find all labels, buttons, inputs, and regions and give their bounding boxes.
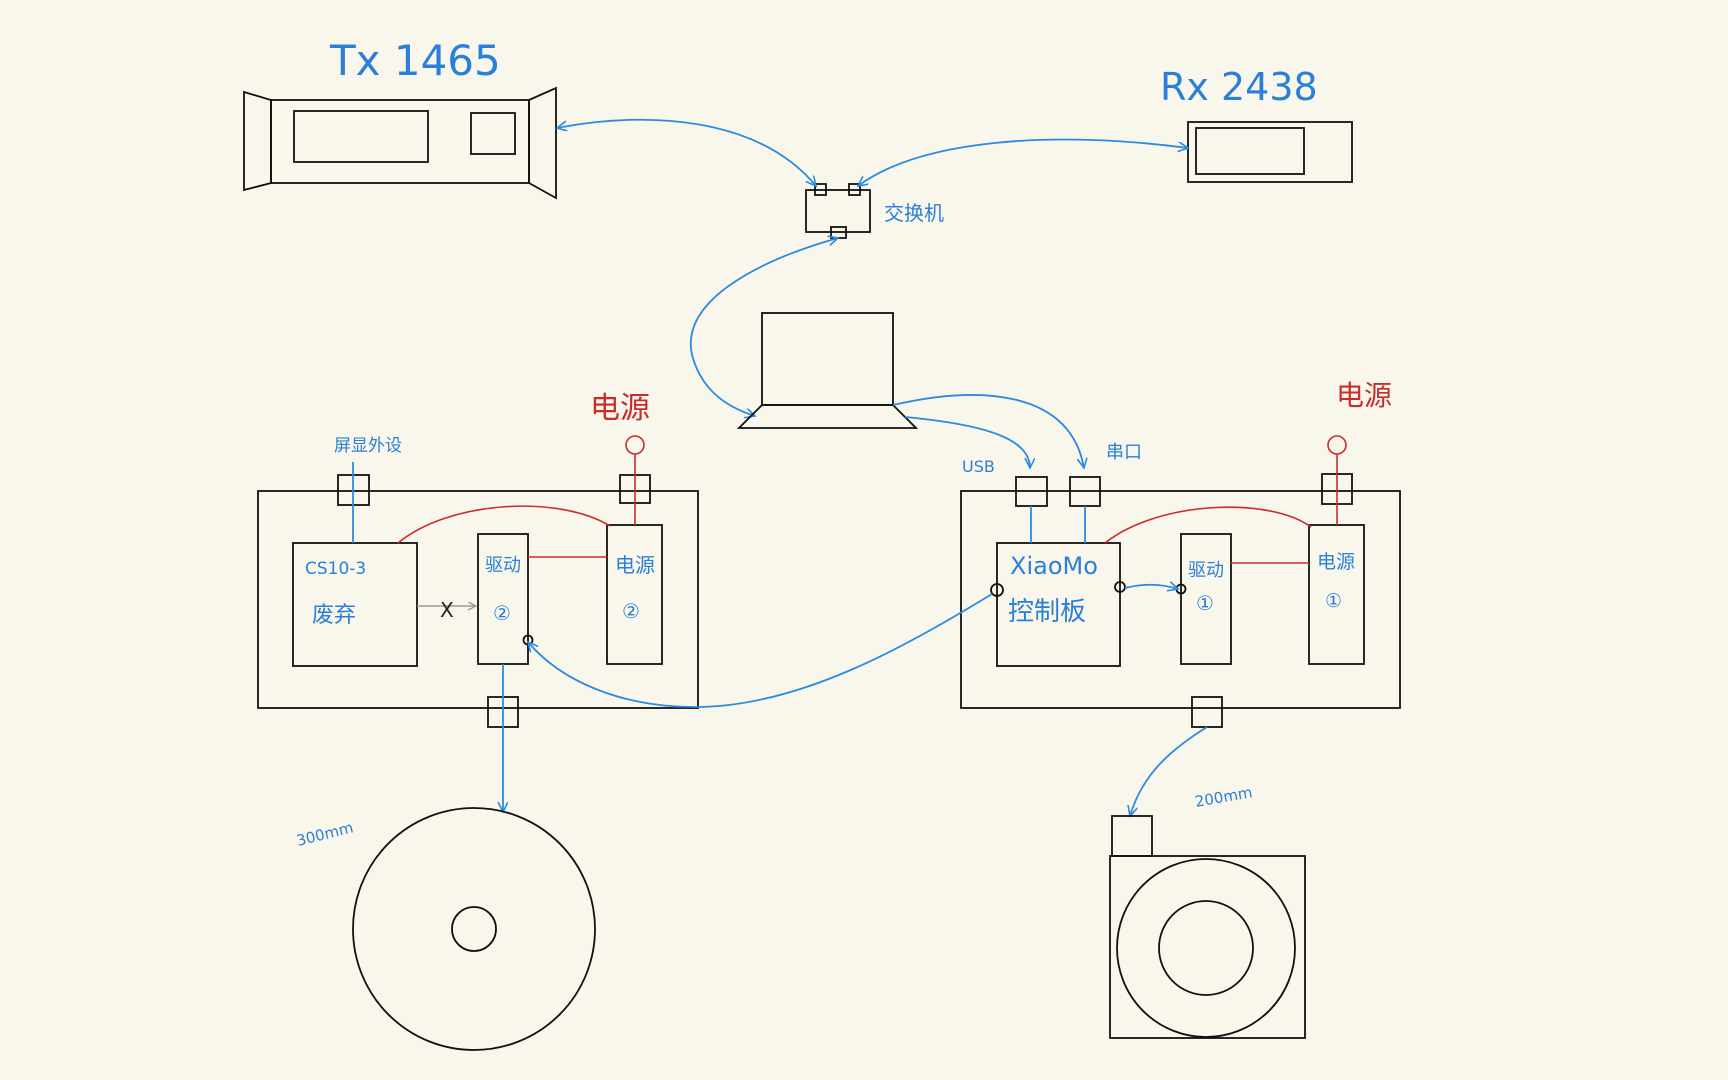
switch-port-1 (814, 183, 827, 196)
motor-200mm (1109, 815, 1306, 1039)
rx-device (1187, 121, 1353, 183)
cs10-label: CS10-3 (305, 559, 366, 579)
right-power-to-board (1104, 506, 1312, 544)
disc-hub (451, 906, 497, 952)
driver-1-to-motor (1130, 726, 1208, 816)
laptop-base (736, 404, 919, 429)
power-2-label: 电源 (615, 553, 655, 577)
cs10-board (292, 542, 418, 667)
board-to-driver-1 (1124, 585, 1178, 589)
serial-label: 串口 (1106, 442, 1142, 463)
switch-label: 交换机 (884, 201, 944, 225)
usb-label: USB (962, 457, 995, 476)
motor-connector (1111, 815, 1153, 857)
board-to-driver-2 (528, 593, 993, 708)
rx-label: Rx 2438 (1160, 65, 1318, 109)
tx-switch-link (557, 118, 816, 186)
tx-label: Tx 1465 (329, 36, 501, 85)
tx-button (470, 112, 516, 155)
cross-mark: X (440, 598, 454, 622)
cs10-deprecated-label: 废弃 (312, 603, 356, 628)
driver-1-number: ① (1196, 591, 1214, 615)
switch-laptop-link (689, 238, 838, 416)
right-motor-port (1191, 696, 1223, 728)
motor-shaft-ring (1158, 900, 1254, 996)
power-1-number: ① (1325, 590, 1342, 612)
driver-1-label: 驱动 (1188, 560, 1224, 581)
driver-2-label: 驱动 (485, 555, 521, 576)
left-power-to-cs (397, 505, 611, 544)
xiaomo-port-right (1114, 581, 1126, 593)
switch-port-2 (848, 183, 861, 196)
xiaomo-board (996, 542, 1121, 667)
xiaomo-port-left (990, 583, 1004, 597)
left-power-source-label: 电源 (590, 391, 650, 426)
xiaomo-label: XiaoMo (1010, 552, 1098, 580)
rx-switch-link (858, 138, 1188, 186)
rx-display (1195, 127, 1305, 175)
motor-housing (1109, 855, 1306, 1039)
power-1-label: 电源 (1317, 551, 1355, 573)
left-power-terminal (625, 435, 645, 455)
power-supply-2 (606, 524, 663, 665)
right-power-source-label: 电源 (1336, 379, 1392, 412)
right-power-terminal (1327, 435, 1347, 455)
driver-2-number: ② (493, 601, 511, 625)
motor-size-label: 200mm (1194, 783, 1254, 811)
laptop-screen (761, 312, 894, 406)
right-cabinet (960, 473, 1401, 728)
tx-device (243, 86, 557, 200)
laptop-usb-link (904, 416, 1030, 468)
power-2-number: ② (622, 599, 640, 623)
driver-1 (1180, 533, 1232, 665)
screen-peripheral-label: 屏显外设 (334, 436, 402, 456)
network-switch (805, 183, 871, 239)
xiaomo-board-label: 控制板 (1008, 597, 1086, 627)
disc-size-label: 300mm (295, 818, 355, 849)
driver-2 (477, 533, 529, 665)
tx-display (293, 110, 429, 163)
laptop (736, 312, 919, 429)
laptop-serial-link (892, 394, 1084, 468)
disc-300mm (352, 807, 596, 1051)
